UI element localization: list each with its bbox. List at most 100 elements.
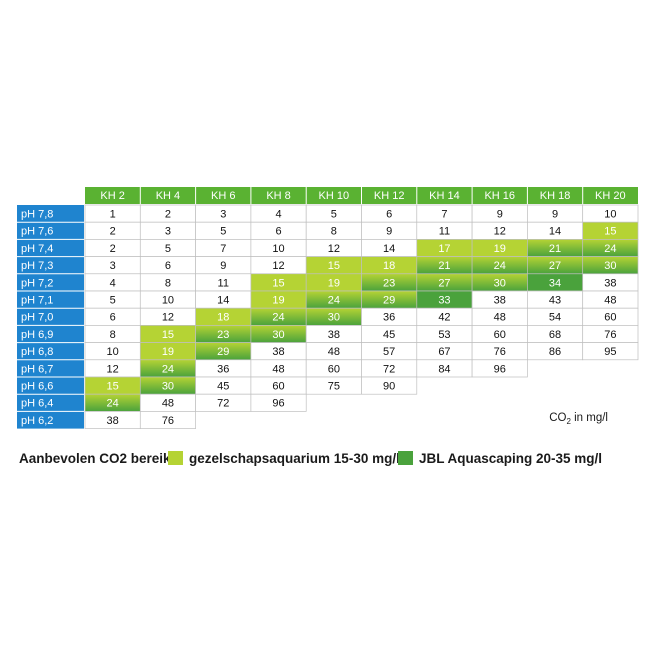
cell-value: 10 <box>604 209 616 221</box>
cell-value: 27 <box>438 277 450 289</box>
cell-value: 48 <box>494 312 506 324</box>
cell-value: 45 <box>217 381 229 393</box>
cell-value: 10 <box>107 346 119 358</box>
column-header-label: KH 12 <box>374 190 405 202</box>
cell-value: 11 <box>218 277 229 289</box>
cell-value: 30 <box>272 329 284 341</box>
cell-value: 14 <box>383 243 395 255</box>
cell-value: 34 <box>549 277 561 289</box>
cell-value: 8 <box>110 329 116 341</box>
column-header-label: KH 10 <box>319 190 350 202</box>
column-header-label: KH 14 <box>429 190 460 202</box>
cell-value: 38 <box>604 277 616 289</box>
cell-value: 2 <box>110 226 116 238</box>
row-header-label: pH 6,4 <box>21 398 53 410</box>
legend-heading: Aanbevolen CO2 bereik: <box>19 451 175 466</box>
cell-value: 45 <box>383 329 395 341</box>
cell-value: 18 <box>217 312 229 324</box>
row-header-label: pH 7,4 <box>21 243 53 255</box>
row-header-label: pH 7,6 <box>21 226 53 238</box>
cell-value: 96 <box>494 363 506 375</box>
cell-value: 19 <box>494 243 506 255</box>
cell-value: 7 <box>441 209 447 221</box>
row-header-label: pH 7,8 <box>21 209 53 221</box>
cell-value: 38 <box>107 415 119 427</box>
cell-value: 4 <box>275 209 281 221</box>
cell-value: 48 <box>604 295 616 307</box>
cell-value: 30 <box>162 381 174 393</box>
cell-value: 17 <box>438 243 450 255</box>
cell-value: 60 <box>328 363 340 375</box>
cell-value: 21 <box>549 243 561 255</box>
unit-sub: 2 <box>566 417 571 426</box>
cell-value: 24 <box>162 363 174 375</box>
cell-value: 1 <box>110 209 116 221</box>
cell-value: 9 <box>220 260 226 272</box>
cell-value: 60 <box>272 381 284 393</box>
cell-value: 18 <box>383 260 395 272</box>
cell-value: 57 <box>383 346 395 358</box>
cell-value: 38 <box>494 295 506 307</box>
cell-value: 24 <box>494 260 506 272</box>
cell-value: 9 <box>386 226 392 238</box>
cell-value: 23 <box>217 329 229 341</box>
cell-value: 42 <box>438 312 450 324</box>
cell-value: 4 <box>110 277 116 289</box>
cell-value: 95 <box>604 346 616 358</box>
legend-swatch <box>398 451 413 465</box>
cell-value: 3 <box>165 226 171 238</box>
column-header-label: KH 18 <box>540 190 571 202</box>
row-header-label: pH 6,2 <box>21 415 53 427</box>
cell-value: 72 <box>217 398 229 410</box>
column-header-label: KH 2 <box>100 190 124 202</box>
cell-value: 15 <box>328 260 340 272</box>
row-header-label: pH 7,2 <box>21 277 53 289</box>
cell-value: 36 <box>383 312 395 324</box>
column-header-label: KH 4 <box>156 190 180 202</box>
cell-value: 5 <box>220 226 226 238</box>
cell-value: 24 <box>272 312 284 324</box>
cell-value: 15 <box>272 277 284 289</box>
cell-value: 67 <box>438 346 450 358</box>
row-header-label: pH 6,7 <box>21 363 53 375</box>
cell-value: 12 <box>162 312 174 324</box>
cell-value: 19 <box>162 346 174 358</box>
cell-value: 5 <box>110 295 116 307</box>
cell-value: 24 <box>107 398 119 410</box>
cell-value: 11 <box>439 226 450 238</box>
cell-value: 29 <box>383 295 395 307</box>
cell-value: 5 <box>165 243 171 255</box>
cell-value: 6 <box>110 312 116 324</box>
row-header-label: pH 7,1 <box>21 295 53 307</box>
cell-value: 15 <box>162 329 174 341</box>
cell-value: 75 <box>328 381 340 393</box>
cell-value: 53 <box>438 329 450 341</box>
cell-value: 9 <box>497 209 503 221</box>
cell-value: 90 <box>383 381 395 393</box>
cell-value: 6 <box>275 226 281 238</box>
cell-value: 10 <box>162 295 174 307</box>
table-cell <box>471 359 528 378</box>
row-header-strip <box>17 205 84 429</box>
cell-value: 12 <box>494 226 506 238</box>
cell-value: 10 <box>272 243 284 255</box>
cell-value: 68 <box>549 329 561 341</box>
cell-value: 86 <box>549 346 561 358</box>
table-cell <box>361 376 418 395</box>
cell-value: 48 <box>162 398 174 410</box>
cell-value: 12 <box>272 260 284 272</box>
cell-value: 24 <box>328 295 340 307</box>
cell-value: 96 <box>272 398 284 410</box>
unit-rest: in mg/l <box>571 412 608 424</box>
cell-value: 36 <box>217 363 229 375</box>
cell-value: 33 <box>438 295 450 307</box>
unit-label: CO2 in mg/l <box>549 412 608 426</box>
legend-item-label: gezelschapsaquarium 15-30 mg/l <box>189 451 400 466</box>
row-header-label: pH 7,0 <box>21 312 53 324</box>
cell-value: 19 <box>272 295 284 307</box>
cell-value: 27 <box>549 260 561 272</box>
column-header-label: KH 8 <box>266 190 290 202</box>
cell-value: 21 <box>438 260 450 272</box>
column-header-label: KH 20 <box>595 190 626 202</box>
